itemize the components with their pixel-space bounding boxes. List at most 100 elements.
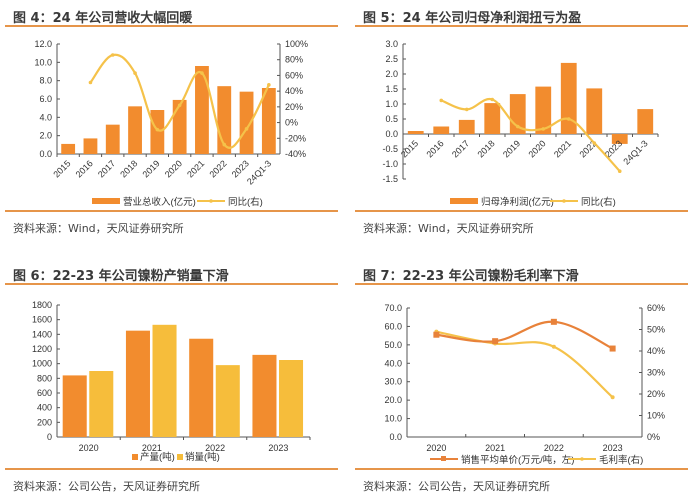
bar-sales xyxy=(215,365,240,437)
point-avg-price xyxy=(609,345,616,352)
price-margin-chart: 0.0 10.0 20.0 30.0 40.0 50.0 60.0 70.0 0% 10% 20% 3… xyxy=(384,303,665,466)
y2-tick-label: 20% xyxy=(285,102,303,112)
x-tick-label: 2021 xyxy=(185,158,206,179)
y-tick-label: 6.0 xyxy=(39,94,52,104)
y-tick-label: 0.0 xyxy=(385,129,398,139)
bar-net-profit xyxy=(586,88,603,134)
point-avg-price xyxy=(550,318,557,325)
y-tick-label: 20.0 xyxy=(384,395,402,405)
bar-sales xyxy=(152,324,177,437)
legend-marker-avg-price xyxy=(441,456,446,461)
legend-marker-yoy xyxy=(562,199,566,203)
bar-production xyxy=(189,338,214,437)
figure-7-panel: 图 7：22-23 年公司镍粉毛利率下滑 0.0 10.0 20.0 30.0 40.0… xyxy=(355,258,690,503)
x-tick-label: 2017 xyxy=(450,138,471,159)
x-tick-label: 2015 xyxy=(399,138,420,159)
y-tick-label: 10.0 xyxy=(384,414,402,424)
x-tick-label: 2023 xyxy=(268,443,288,453)
legend-label-net-profit: 归母净利润(亿元) xyxy=(481,196,554,208)
x-tick-label: 2020 xyxy=(163,158,184,179)
y-tick-label: 4.0 xyxy=(39,112,52,122)
title-divider xyxy=(5,25,338,27)
y-tick-label: 1800 xyxy=(32,300,52,310)
point-yoy xyxy=(155,127,160,132)
figure-title: 图 5：24 年公司归母净利润扭亏为盈 xyxy=(363,11,582,26)
y-tick-label: 1.0 xyxy=(385,99,398,109)
y-tick-label: 2.0 xyxy=(39,131,52,141)
y-tick-label: 2.5 xyxy=(385,54,398,64)
y-tick-label: 60.0 xyxy=(384,321,402,331)
legend-marker-gross-margin xyxy=(580,457,584,461)
legend-swatch-revenue xyxy=(92,198,120,204)
bar-revenue xyxy=(172,99,187,154)
source-note: 资料来源：Wind，天风证券研究所 xyxy=(363,222,534,235)
point-yoy xyxy=(110,53,115,57)
legend-marker-yoy xyxy=(209,199,213,203)
y2-tick-label: 50% xyxy=(647,325,665,335)
y2-tick-label: 40% xyxy=(285,86,303,96)
point-yoy xyxy=(177,103,182,108)
bar-net-profit xyxy=(458,119,475,134)
revenue-chart: 0.0 2.0 4.0 6.0 8.0 10.0 12.0 -40% -20% 0% 20% 40% 6… xyxy=(34,39,308,208)
figure-5-panel: 图 5：24 年公司归母净利润扭亏为盈 -1.5 -1.0 -0.5 0.0 0.5 1.… xyxy=(355,0,690,245)
point-yoy xyxy=(617,169,622,173)
y-tick-label: 1400 xyxy=(32,329,52,339)
bar-net-profit xyxy=(637,109,654,134)
y2-tick-label: 0% xyxy=(647,432,660,442)
point-yoy xyxy=(566,117,571,121)
source-note: 资料来源：公司公告，天风证券研究所 xyxy=(363,480,550,493)
legend-swatch-net-profit xyxy=(450,198,478,204)
y2-tick-label: 10% xyxy=(647,411,665,421)
point-avg-price xyxy=(433,331,440,338)
y-tick-label: 8.0 xyxy=(39,76,52,86)
y-tick-label: 70.0 xyxy=(384,303,402,313)
point-yoy xyxy=(88,80,93,85)
legend-label-sales: 销量(吨) xyxy=(185,451,220,463)
source-note: 资料来源：公司公告，天风证券研究所 xyxy=(13,480,200,493)
y-tick-label: -0.5 xyxy=(382,144,398,154)
point-yoy xyxy=(490,97,495,102)
bar-net-profit xyxy=(484,103,501,134)
y2-tick-label: 40% xyxy=(647,346,665,356)
point-gross-margin xyxy=(610,395,615,400)
x-tick-label: 24Q1-3 xyxy=(245,158,273,186)
source-divider xyxy=(5,468,338,470)
y-tick-label: 50.0 xyxy=(384,340,402,350)
x-tick-label: 2023 xyxy=(603,443,623,453)
x-tick-label: 2021 xyxy=(142,443,162,453)
x-tick-label: 2022 xyxy=(544,443,564,453)
legend-label-yoy: 同比(右) xyxy=(228,196,263,208)
y-tick-label: 2.0 xyxy=(385,69,398,79)
bar-sales xyxy=(89,371,114,437)
y-tick-label: 40.0 xyxy=(384,358,402,368)
point-yoy xyxy=(541,127,546,131)
y2-tick-label: 100% xyxy=(285,39,308,49)
line-yoy xyxy=(440,97,621,172)
figure-title: 图 4：24 年公司营收大幅回暖 xyxy=(13,11,193,26)
point-yoy xyxy=(439,98,444,103)
y2-tick-label: -20% xyxy=(285,133,306,143)
y-tick-label: 200 xyxy=(37,417,52,427)
y-tick-label: 1000 xyxy=(32,359,52,369)
legend-swatch-production xyxy=(132,454,138,460)
source-note: 资料来源：Wind，天风证券研究所 xyxy=(13,222,184,235)
figure-6-panel: 图 6：22-23 年公司镍粉产销量下滑 0 200 400 600 800 1000 12… xyxy=(5,258,340,503)
y-tick-label: 0 xyxy=(47,432,52,442)
bar-revenue xyxy=(195,66,209,154)
y-tick-label: 0.5 xyxy=(385,114,398,124)
bar-production xyxy=(252,354,277,437)
x-tick-label: 2020 xyxy=(426,443,446,453)
line-gross-margin xyxy=(436,330,614,399)
legend-label-revenue: 营业总收入(亿元) xyxy=(123,196,196,208)
y-tick-label: 10.0 xyxy=(34,57,52,67)
x-tick-label: 2017 xyxy=(96,158,117,179)
legend-label-yoy: 同比(右) xyxy=(581,196,616,208)
title-divider xyxy=(355,25,688,27)
x-tick-label: 2019 xyxy=(501,138,522,159)
bar-revenue xyxy=(105,124,120,154)
y2-tick-label: 60% xyxy=(647,303,665,313)
x-tick-label: 2018 xyxy=(475,138,496,159)
x-tick-label: 2019 xyxy=(141,158,162,179)
y-tick-label: 12.0 xyxy=(34,39,52,49)
